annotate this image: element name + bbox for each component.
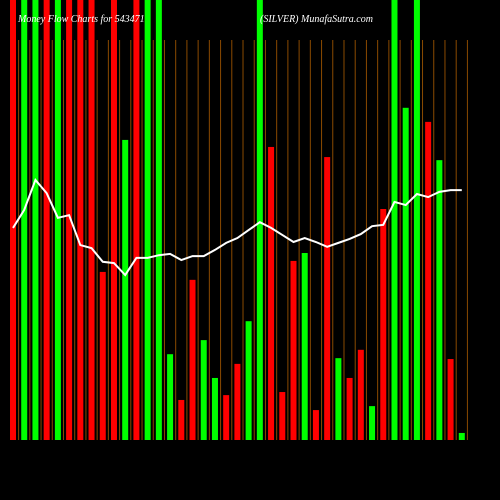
bar bbox=[279, 392, 286, 440]
bar bbox=[425, 121, 432, 440]
bar bbox=[234, 363, 241, 440]
lines bbox=[12, 178, 462, 277]
bars bbox=[10, 0, 465, 441]
chart-subtitle: (SILVER) MunafaSutra.com bbox=[260, 14, 373, 25]
bar bbox=[223, 395, 230, 440]
bar bbox=[110, 0, 117, 440]
bar bbox=[189, 279, 196, 440]
bar bbox=[43, 0, 50, 440]
bar bbox=[211, 377, 218, 440]
bar bbox=[447, 359, 454, 440]
bar bbox=[436, 160, 443, 440]
chart-title: Money Flow Charts for 543471 bbox=[17, 14, 145, 25]
bar bbox=[54, 0, 61, 440]
bar bbox=[324, 157, 331, 440]
bar bbox=[380, 209, 387, 440]
bar bbox=[122, 139, 129, 441]
grid bbox=[18, 40, 468, 440]
bar bbox=[133, 0, 140, 440]
bar bbox=[178, 399, 185, 440]
bar bbox=[413, 0, 420, 440]
bar bbox=[144, 0, 151, 440]
bar bbox=[167, 354, 174, 440]
bar bbox=[357, 349, 364, 440]
bar bbox=[335, 358, 342, 440]
bar bbox=[10, 0, 16, 440]
bar bbox=[458, 432, 465, 440]
bar bbox=[268, 146, 275, 440]
bar bbox=[155, 0, 162, 440]
bar bbox=[245, 321, 252, 440]
bar bbox=[21, 0, 28, 440]
bar bbox=[66, 0, 73, 440]
bar bbox=[402, 107, 409, 441]
money-flow-line bbox=[12, 178, 462, 277]
bar bbox=[301, 253, 308, 440]
bar bbox=[256, 0, 263, 440]
bar bbox=[290, 260, 297, 440]
bar bbox=[77, 0, 84, 440]
bar bbox=[312, 410, 319, 440]
bar bbox=[32, 0, 39, 440]
bar bbox=[391, 0, 398, 440]
bar bbox=[88, 0, 95, 440]
bar bbox=[99, 271, 106, 440]
bar bbox=[200, 340, 207, 440]
bar bbox=[369, 406, 376, 440]
bar bbox=[346, 377, 353, 440]
